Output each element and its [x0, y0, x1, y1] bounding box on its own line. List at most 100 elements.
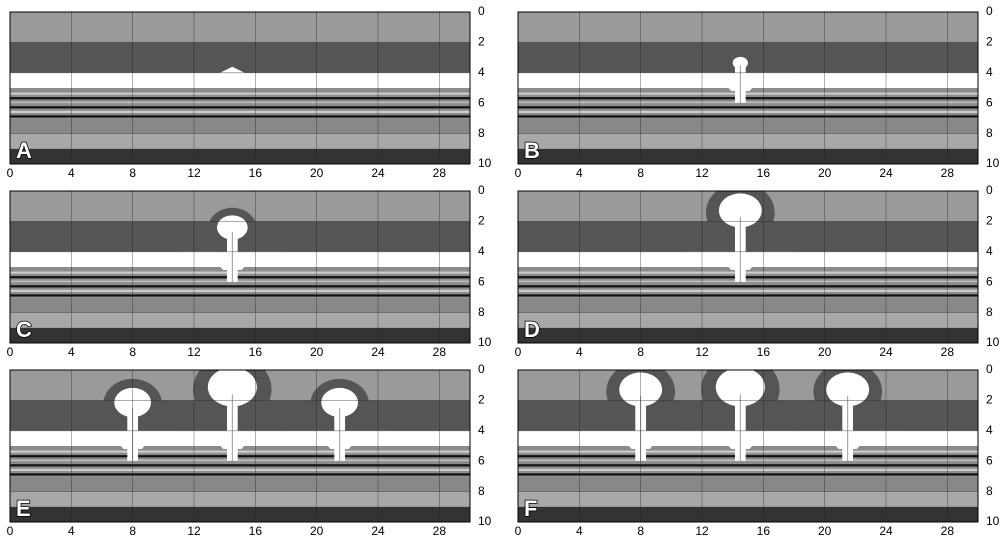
layer: [518, 12, 978, 42]
y-tick-label: 2: [986, 214, 993, 228]
y-tick-label: 4: [478, 244, 485, 258]
x-tick-label: 8: [129, 345, 136, 359]
x-tick-label: 16: [249, 524, 263, 538]
stripe: [10, 294, 470, 296]
stripe: [10, 455, 470, 457]
x-tick-label: 24: [879, 166, 893, 180]
y-tick-label: 4: [986, 65, 993, 79]
stripe: [10, 97, 470, 99]
layer: [10, 507, 470, 522]
panel: [10, 12, 470, 164]
x-tick-label: 16: [249, 166, 263, 180]
stripe: [10, 464, 470, 466]
layer: [10, 118, 470, 133]
stripe: [518, 276, 978, 278]
y-tick-label: 4: [478, 65, 485, 79]
y-tick-label: 6: [986, 453, 993, 467]
stripe: [518, 464, 978, 466]
y-tick-label: 2: [986, 393, 993, 407]
x-tick-label: 0: [7, 524, 14, 538]
stripe: [518, 285, 978, 287]
x-tick-label: 20: [818, 166, 832, 180]
x-tick-label: 20: [310, 524, 324, 538]
figure: 04812162024280246810A0481216202428024681…: [0, 0, 1004, 544]
panel: [10, 191, 470, 343]
x-tick-label: 28: [941, 166, 955, 180]
x-tick-label: 12: [695, 345, 709, 359]
x-tick-label: 8: [637, 345, 644, 359]
panel: [10, 355, 470, 522]
x-tick-label: 8: [129, 166, 136, 180]
stripe: [518, 102, 978, 104]
x-tick-label: 16: [757, 345, 771, 359]
x-tick-label: 12: [695, 524, 709, 538]
y-tick-label: 10: [478, 514, 492, 528]
layer: [10, 149, 470, 164]
layer: [518, 313, 978, 328]
panel-label: A: [16, 138, 32, 163]
panel: [518, 183, 978, 343]
x-tick-label: 8: [637, 524, 644, 538]
panel: [518, 12, 978, 164]
x-tick-label: 24: [371, 524, 385, 538]
stripe: [518, 111, 978, 113]
panel-label: F: [524, 496, 537, 521]
y-tick-label: 10: [986, 335, 1000, 349]
y-tick-label: 8: [986, 126, 993, 140]
x-tick-label: 4: [68, 524, 75, 538]
y-tick-label: 2: [478, 393, 485, 407]
y-tick-label: 6: [986, 95, 993, 109]
x-tick-label: 28: [941, 524, 955, 538]
stripe: [10, 272, 470, 274]
x-tick-label: 16: [249, 345, 263, 359]
x-tick-label: 12: [187, 345, 201, 359]
layer: [10, 476, 470, 491]
x-tick-label: 28: [433, 166, 447, 180]
x-tick-label: 24: [879, 524, 893, 538]
layer: [518, 118, 978, 133]
y-tick-label: 10: [986, 514, 1000, 528]
x-tick-label: 28: [433, 524, 447, 538]
x-tick-label: 12: [695, 166, 709, 180]
layer: [518, 507, 978, 522]
y-tick-label: 6: [478, 274, 485, 288]
x-tick-label: 0: [7, 166, 14, 180]
y-tick-label: 0: [986, 362, 993, 376]
x-tick-label: 12: [187, 166, 201, 180]
x-tick-label: 0: [515, 524, 522, 538]
x-tick-label: 20: [310, 166, 324, 180]
y-tick-label: 4: [986, 244, 993, 258]
x-tick-label: 0: [515, 345, 522, 359]
x-tick-label: 20: [310, 345, 324, 359]
layer: [10, 297, 470, 312]
x-tick-label: 0: [515, 166, 522, 180]
y-tick-label: 8: [478, 305, 485, 319]
stripe: [518, 455, 978, 457]
stripe: [10, 276, 470, 278]
layer: [10, 73, 470, 88]
layer: [10, 42, 470, 72]
stripe: [10, 102, 470, 104]
x-tick-label: 8: [129, 524, 136, 538]
y-tick-label: 8: [478, 484, 485, 498]
stripe: [10, 469, 470, 471]
layer: [10, 328, 470, 343]
y-tick-label: 0: [478, 4, 485, 18]
y-tick-label: 2: [478, 214, 485, 228]
x-tick-label: 16: [757, 524, 771, 538]
stripe: [10, 473, 470, 475]
x-tick-label: 0: [7, 345, 14, 359]
panel-label: B: [524, 138, 540, 163]
x-tick-label: 28: [941, 345, 955, 359]
stripe: [10, 460, 470, 462]
stripe: [518, 469, 978, 471]
y-tick-label: 0: [986, 183, 993, 197]
stripe: [10, 93, 470, 95]
y-tick-label: 8: [986, 305, 993, 319]
x-tick-label: 24: [371, 166, 385, 180]
panel: [518, 355, 978, 522]
y-tick-label: 10: [986, 156, 1000, 170]
stripe: [10, 115, 470, 117]
layer: [10, 12, 470, 42]
stripe: [10, 111, 470, 113]
